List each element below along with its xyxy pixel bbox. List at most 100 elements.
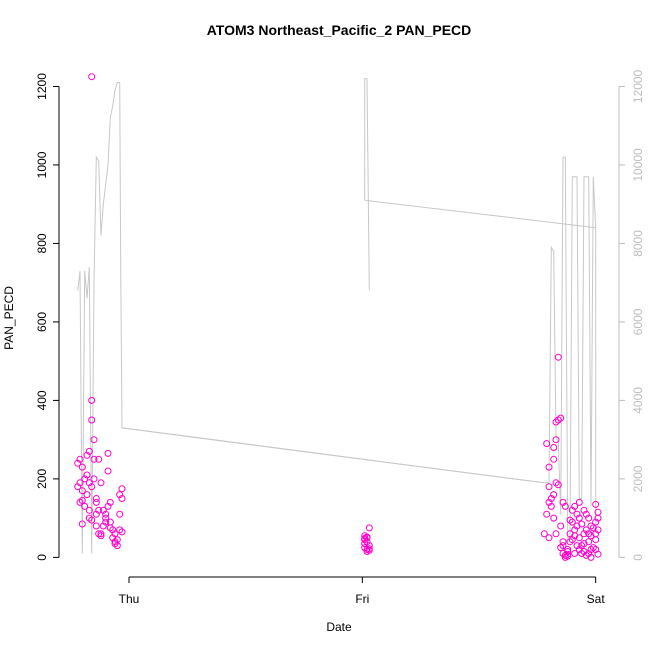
data-point-131 bbox=[587, 553, 595, 561]
data-point-9 bbox=[81, 502, 89, 510]
data-point-78 bbox=[545, 483, 553, 491]
data-point-145 bbox=[559, 538, 567, 546]
data-point-135 bbox=[592, 518, 600, 526]
data-point-128 bbox=[585, 550, 593, 557]
y-tick-label-6: 1200 bbox=[35, 73, 49, 100]
data-point-113 bbox=[573, 522, 581, 530]
data-point-17 bbox=[88, 396, 96, 404]
data-point-15 bbox=[85, 506, 93, 514]
data-point-93 bbox=[557, 522, 565, 530]
data-point-42 bbox=[111, 530, 119, 538]
data-point-25 bbox=[92, 522, 100, 530]
data-point-26 bbox=[95, 530, 103, 538]
altitude-line-2 bbox=[121, 427, 545, 484]
y-tick-label-1: 200 bbox=[35, 469, 49, 489]
data-point-68 bbox=[365, 524, 373, 532]
data-point-52 bbox=[92, 498, 100, 506]
data-point-6 bbox=[78, 487, 86, 495]
data-point-4 bbox=[76, 498, 84, 506]
data-point-58 bbox=[85, 514, 93, 522]
data-point-2 bbox=[76, 455, 84, 463]
data-point-148 bbox=[585, 530, 593, 538]
data-point-62 bbox=[361, 540, 369, 548]
data-point-103 bbox=[564, 552, 572, 560]
data-point-48 bbox=[118, 485, 126, 493]
data-point-84 bbox=[550, 455, 558, 463]
data-point-34 bbox=[104, 502, 112, 510]
y2-tick-label-6: 12000 bbox=[631, 69, 645, 103]
data-point-127 bbox=[585, 538, 593, 546]
y2-tick-label-3: 6000 bbox=[631, 308, 645, 335]
y-tick-label-3: 600 bbox=[35, 312, 49, 332]
y-axis-label: PAN_PECD bbox=[2, 286, 16, 350]
data-point-117 bbox=[575, 534, 583, 542]
data-point-143 bbox=[587, 546, 595, 553]
data-point-95 bbox=[559, 542, 567, 550]
data-point-72 bbox=[363, 533, 371, 541]
data-point-132 bbox=[589, 524, 597, 532]
data-point-126 bbox=[585, 514, 593, 522]
data-point-87 bbox=[552, 436, 560, 444]
data-point-22 bbox=[90, 475, 98, 483]
data-point-104 bbox=[566, 538, 574, 546]
data-point-140 bbox=[594, 526, 602, 534]
data-point-97 bbox=[559, 498, 567, 506]
data-point-32 bbox=[102, 510, 110, 518]
data-point-0 bbox=[74, 459, 82, 467]
x-axis-label: Date bbox=[326, 620, 352, 634]
data-point-36 bbox=[104, 449, 112, 457]
data-point-74 bbox=[540, 530, 548, 538]
data-point-11 bbox=[83, 471, 91, 479]
data-point-82 bbox=[547, 502, 555, 510]
data-point-141 bbox=[594, 550, 602, 558]
y-tick-label-4: 800 bbox=[35, 233, 49, 253]
data-point-122 bbox=[580, 548, 588, 555]
data-point-94 bbox=[557, 544, 565, 552]
data-point-49 bbox=[118, 495, 126, 502]
altitude-line-4 bbox=[364, 199, 596, 229]
data-point-41 bbox=[111, 538, 119, 546]
data-point-114 bbox=[573, 542, 581, 550]
data-point-12 bbox=[83, 491, 91, 499]
data-point-134 bbox=[592, 500, 600, 508]
data-point-107 bbox=[568, 518, 576, 526]
data-point-40 bbox=[109, 534, 117, 542]
data-point-1 bbox=[74, 483, 82, 491]
data-point-86 bbox=[552, 418, 560, 426]
y2-tick-label-2: 4000 bbox=[631, 387, 645, 414]
data-point-59 bbox=[95, 506, 103, 514]
data-point-105 bbox=[566, 530, 574, 538]
data-point-83 bbox=[550, 444, 558, 451]
data-point-80 bbox=[545, 534, 553, 542]
y2-tick-label-4: 8000 bbox=[631, 230, 645, 257]
data-point-130 bbox=[587, 532, 595, 540]
data-point-44 bbox=[113, 536, 121, 544]
y-tick-label-5: 1000 bbox=[35, 151, 49, 178]
data-point-92 bbox=[557, 414, 565, 422]
y2-tick-label-0: 0 bbox=[631, 554, 645, 561]
data-point-10 bbox=[83, 451, 91, 459]
data-point-112 bbox=[573, 510, 581, 518]
y2-tick-label-1: 2000 bbox=[631, 465, 645, 492]
y-tick-label-2: 400 bbox=[35, 390, 49, 410]
data-point-120 bbox=[580, 506, 588, 514]
scatter-points-layer bbox=[74, 73, 602, 561]
data-point-146 bbox=[566, 516, 574, 524]
altitude-line-3 bbox=[364, 78, 370, 291]
data-point-29 bbox=[97, 479, 105, 487]
data-point-89 bbox=[554, 353, 562, 361]
data-point-20 bbox=[90, 436, 98, 444]
data-point-55 bbox=[106, 524, 114, 532]
data-point-45 bbox=[116, 491, 124, 499]
altitude-line-1 bbox=[77, 82, 597, 554]
data-point-109 bbox=[571, 502, 579, 510]
data-point-88 bbox=[552, 530, 560, 538]
data-point-35 bbox=[104, 467, 112, 475]
data-point-75 bbox=[543, 510, 551, 518]
data-point-76 bbox=[543, 440, 551, 448]
data-point-144 bbox=[550, 491, 558, 499]
data-point-28 bbox=[97, 532, 105, 540]
chart-title: ATOM3 Northeast_Pacific_2 PAN_PECD bbox=[207, 22, 472, 38]
data-point-139 bbox=[594, 514, 602, 522]
